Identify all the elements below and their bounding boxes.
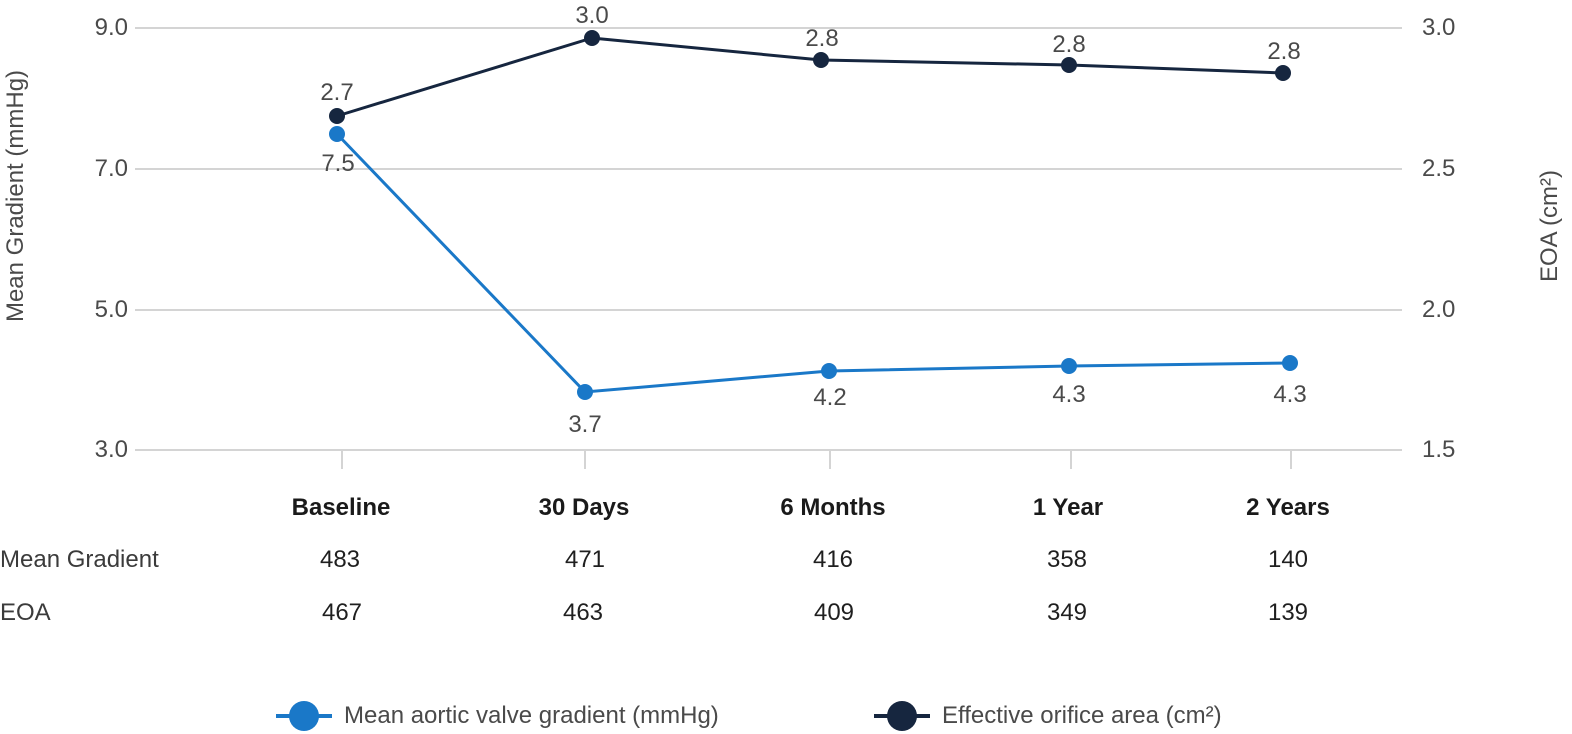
- eoa-label-1-year: 2.8: [1052, 31, 1085, 58]
- eoa-point-6-months[interactable]: [813, 52, 829, 68]
- x-axis-ticks: [341, 450, 1292, 469]
- eoa-point-2-years[interactable]: [1275, 65, 1291, 81]
- eoa-label-2-years: 2.8: [1267, 38, 1300, 65]
- eoa-legend-marker-icon: [874, 701, 930, 731]
- category-2-years: 2 Years: [1246, 494, 1330, 521]
- legend-item-gradient[interactable]: Mean aortic valve gradient (mmHg): [276, 701, 719, 731]
- cell-eoa-1-year: 349: [1046, 599, 1088, 626]
- gradient-label-1-year: 4.3: [1052, 381, 1085, 408]
- gradient-point-1-year[interactable]: [1061, 358, 1077, 374]
- eoa-point-1-year[interactable]: [1061, 57, 1077, 73]
- category-6-months: 6 Months: [780, 494, 886, 521]
- gradient-label-2-years: 4.3: [1273, 381, 1306, 408]
- right-tick-3: 3.0: [1422, 14, 1456, 41]
- eoa-point-baseline[interactable]: [329, 108, 345, 124]
- legend-label-gradient: Mean aortic valve gradient (mmHg): [344, 702, 719, 729]
- left-tick-5: 5.0: [94, 296, 128, 323]
- row-label-mean-gradient: Mean Gradient: [0, 546, 159, 573]
- eoa-series: [329, 30, 1291, 124]
- cell-eoa-30-days: 463: [562, 599, 604, 626]
- left-tick-7: 7.0: [94, 155, 128, 182]
- data-labels: 2.7 3.0 2.8 2.8 2.8 7.5 3.7 4.2 4.3 4.3: [320, 2, 1306, 438]
- legend-item-eoa[interactable]: Effective orifice area (cm²): [874, 701, 1222, 731]
- eoa-label-baseline: 2.7: [320, 79, 353, 106]
- legend-label-eoa: Effective orifice area (cm²): [942, 702, 1222, 729]
- right-tick-2-5: 2.5: [1422, 155, 1456, 182]
- gridlines: [135, 27, 1402, 451]
- cell-gradient-1-year: 358: [1046, 546, 1088, 573]
- right-axis-title: EOA (cm²): [1536, 170, 1563, 282]
- right-tick-2: 2.0: [1422, 296, 1456, 323]
- cell-gradient-2-years: 140: [1267, 546, 1309, 573]
- right-tick-1-5: 1.5: [1422, 436, 1456, 463]
- cell-gradient-baseline: 483: [319, 546, 361, 573]
- eoa-label-6-months: 2.8: [805, 25, 838, 52]
- cell-eoa-2-years: 139: [1267, 599, 1309, 626]
- gradient-label-30-days: 3.7: [568, 411, 601, 438]
- gradient-point-6-months[interactable]: [821, 363, 837, 379]
- left-tick-3: 3.0: [94, 436, 128, 463]
- category-1-year: 1 Year: [1032, 494, 1104, 521]
- cell-eoa-6-months: 409: [813, 599, 855, 626]
- gradient-label-baseline: 7.5: [321, 150, 354, 177]
- gradient-series: [329, 126, 1298, 400]
- row-label-eoa: EOA: [0, 599, 51, 626]
- category-baseline: Baseline: [291, 494, 391, 521]
- gradient-legend-marker-icon: [276, 701, 332, 731]
- plot-area: 2.7 3.0 2.8 2.8 2.8 7.5 3.7 4.2 4.3 4.3: [135, 2, 1402, 469]
- left-tick-9: 9.0: [94, 14, 128, 41]
- gradient-point-30-days[interactable]: [577, 384, 593, 400]
- eoa-point-30-days[interactable]: [584, 30, 600, 46]
- cell-eoa-baseline: 467: [321, 599, 363, 626]
- cell-gradient-6-months: 416: [812, 546, 854, 573]
- gradient-point-baseline[interactable]: [329, 126, 345, 142]
- eoa-label-30-days: 3.0: [575, 2, 608, 29]
- category-30-days: 30 Days: [538, 494, 630, 521]
- gradient-label-6-months: 4.2: [813, 384, 846, 411]
- cell-gradient-30-days: 471: [564, 546, 606, 573]
- gradient-point-2-years[interactable]: [1282, 355, 1298, 371]
- left-axis-title: Mean Gradient (mmHg): [2, 69, 29, 323]
